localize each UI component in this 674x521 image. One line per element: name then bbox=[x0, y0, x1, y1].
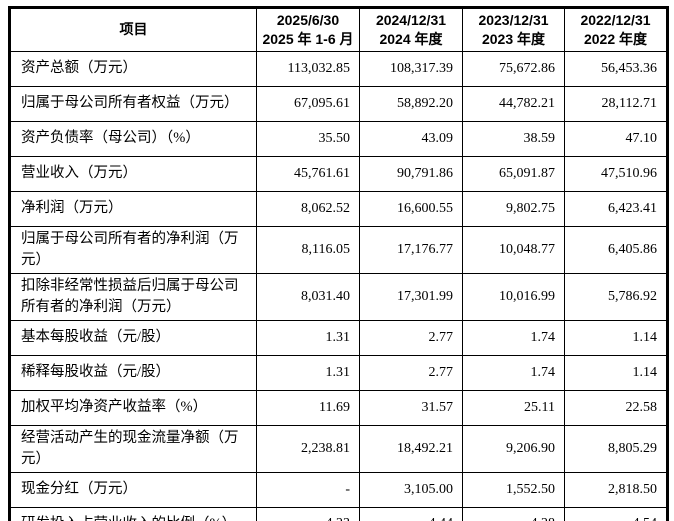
cell-value: 8,805.29 bbox=[564, 424, 668, 473]
cell-value: 28,112.71 bbox=[564, 85, 668, 122]
header-row: 项目 2025/6/30 2025 年 1-6 月 2024/12/31 202… bbox=[9, 7, 668, 52]
cell-value: 10,016.99 bbox=[462, 272, 565, 321]
column-header-2025: 2025/6/30 2025 年 1-6 月 bbox=[256, 7, 360, 52]
cell-value: 35.50 bbox=[256, 120, 360, 157]
cell-value: 47,510.96 bbox=[564, 155, 668, 192]
cell-value: 47.10 bbox=[564, 120, 668, 157]
cell-value: 67,095.61 bbox=[256, 85, 360, 122]
table-row: 现金分红（万元） - 3,105.00 1,552.50 2,818.50 bbox=[9, 471, 668, 508]
cell-value: 31.57 bbox=[359, 389, 463, 426]
cell-value: 1.74 bbox=[462, 319, 565, 356]
header-date: 2022/12/31 bbox=[580, 12, 651, 28]
header-period: 2022 年度 bbox=[583, 30, 648, 47]
row-label: 扣除非经常性损益后归属于母公司所有者的净利润（万元） bbox=[9, 272, 257, 321]
table-row: 归属于母公司所有者的净利润（万元） 8,116.05 17,176.77 10,… bbox=[9, 225, 668, 274]
cell-value: 11.69 bbox=[256, 389, 360, 426]
cell-value: 2.77 bbox=[359, 319, 463, 356]
cell-value: 9,802.75 bbox=[462, 190, 565, 227]
table-row: 研发投入占营业收入的比例（%） 4.23 4.44 4.28 4.54 bbox=[9, 506, 668, 521]
cell-value: 5,786.92 bbox=[564, 272, 668, 321]
cell-value: 17,301.99 bbox=[359, 272, 463, 321]
cell-value: 56,453.36 bbox=[564, 50, 668, 87]
table-row: 资产总额（万元） 113,032.85 108,317.39 75,672.86… bbox=[9, 50, 668, 87]
cell-value: 8,116.05 bbox=[256, 225, 360, 274]
cell-value: 1,552.50 bbox=[462, 471, 565, 508]
table-row: 营业收入（万元） 45,761.61 90,791.86 65,091.87 4… bbox=[9, 155, 668, 192]
column-header-2024: 2024/12/31 2024 年度 bbox=[359, 7, 463, 52]
row-label: 现金分红（万元） bbox=[9, 471, 257, 508]
cell-value: 2,238.81 bbox=[256, 424, 360, 473]
column-header-2023: 2023/12/31 2023 年度 bbox=[462, 7, 565, 52]
table-row: 归属于母公司所有者权益（万元） 67,095.61 58,892.20 44,7… bbox=[9, 85, 668, 122]
table-header: 项目 2025/6/30 2025 年 1-6 月 2024/12/31 202… bbox=[9, 7, 668, 52]
table-row: 稀释每股收益（元/股） 1.31 2.77 1.74 1.14 bbox=[9, 354, 668, 391]
header-period: 2024 年度 bbox=[379, 30, 443, 47]
table-row: 基本每股收益（元/股） 1.31 2.77 1.74 1.14 bbox=[9, 319, 668, 356]
cell-value: 113,032.85 bbox=[256, 50, 360, 87]
header-period: 2023 年度 bbox=[481, 30, 546, 47]
cell-value: 1.31 bbox=[256, 319, 360, 356]
cell-value: 3,105.00 bbox=[359, 471, 463, 508]
table-row: 资产负债率（母公司）（%） 35.50 43.09 38.59 47.10 bbox=[9, 120, 668, 157]
cell-value: - bbox=[256, 471, 360, 508]
cell-value: 2,818.50 bbox=[564, 471, 668, 508]
table-row: 净利润（万元） 8,062.52 16,600.55 9,802.75 6,42… bbox=[9, 190, 668, 227]
row-label: 基本每股收益（元/股） bbox=[9, 319, 257, 356]
cell-value: 18,492.21 bbox=[359, 424, 463, 473]
cell-value: 16,600.55 bbox=[359, 190, 463, 227]
cell-value: 22.58 bbox=[564, 389, 668, 426]
row-label: 归属于母公司所有者权益（万元） bbox=[9, 85, 257, 122]
table-body: 资产总额（万元） 113,032.85 108,317.39 75,672.86… bbox=[9, 50, 668, 521]
row-label: 归属于母公司所有者的净利润（万元） bbox=[9, 225, 257, 274]
cell-value: 4.54 bbox=[564, 506, 668, 521]
cell-value: 4.28 bbox=[462, 506, 565, 521]
cell-value: 45,761.61 bbox=[256, 155, 360, 192]
cell-value: 4.44 bbox=[359, 506, 463, 521]
column-header-item: 项目 bbox=[9, 7, 257, 52]
row-label: 稀释每股收益（元/股） bbox=[9, 354, 257, 391]
cell-value: 38.59 bbox=[462, 120, 565, 157]
header-date: 2023/12/31 bbox=[478, 12, 549, 28]
cell-value: 1.14 bbox=[564, 319, 668, 356]
financial-summary-table: 项目 2025/6/30 2025 年 1-6 月 2024/12/31 202… bbox=[8, 6, 669, 521]
cell-value: 25.11 bbox=[462, 389, 565, 426]
table-row: 经营活动产生的现金流量净额（万元） 2,238.81 18,492.21 9,2… bbox=[9, 424, 668, 473]
cell-value: 1.14 bbox=[564, 354, 668, 391]
cell-value: 2.77 bbox=[359, 354, 463, 391]
table-row: 扣除非经常性损益后归属于母公司所有者的净利润（万元） 8,031.40 17,3… bbox=[9, 272, 668, 321]
table-row: 加权平均净资产收益率（%） 11.69 31.57 25.11 22.58 bbox=[9, 389, 668, 426]
cell-value: 58,892.20 bbox=[359, 85, 463, 122]
cell-value: 4.23 bbox=[256, 506, 360, 521]
cell-value: 6,405.86 bbox=[564, 225, 668, 274]
row-label: 资产总额（万元） bbox=[9, 50, 257, 87]
cell-value: 17,176.77 bbox=[359, 225, 463, 274]
cell-value: 75,672.86 bbox=[462, 50, 565, 87]
cell-value: 65,091.87 bbox=[462, 155, 565, 192]
cell-value: 6,423.41 bbox=[564, 190, 668, 227]
row-label: 营业收入（万元） bbox=[9, 155, 257, 192]
row-label: 资产负债率（母公司）（%） bbox=[9, 120, 257, 157]
cell-value: 9,206.90 bbox=[462, 424, 565, 473]
cell-value: 90,791.86 bbox=[359, 155, 463, 192]
cell-value: 108,317.39 bbox=[359, 50, 463, 87]
header-date: 2024/12/31 bbox=[375, 12, 447, 28]
row-label: 经营活动产生的现金流量净额（万元） bbox=[9, 424, 257, 473]
cell-value: 8,031.40 bbox=[256, 272, 360, 321]
row-label: 加权平均净资产收益率（%） bbox=[9, 389, 257, 426]
cell-value: 8,062.52 bbox=[256, 190, 360, 227]
column-header-2022: 2022/12/31 2022 年度 bbox=[564, 7, 668, 52]
cell-value: 43.09 bbox=[359, 120, 463, 157]
cell-value: 10,048.77 bbox=[462, 225, 565, 274]
cell-value: 1.31 bbox=[256, 354, 360, 391]
row-label: 研发投入占营业收入的比例（%） bbox=[9, 506, 257, 521]
cell-value: 44,782.21 bbox=[462, 85, 565, 122]
cell-value: 1.74 bbox=[462, 354, 565, 391]
header-period: 2025 年 1-6 月 bbox=[262, 30, 354, 47]
row-label: 净利润（万元） bbox=[9, 190, 257, 227]
header-date: 2025/6/30 bbox=[276, 12, 340, 28]
